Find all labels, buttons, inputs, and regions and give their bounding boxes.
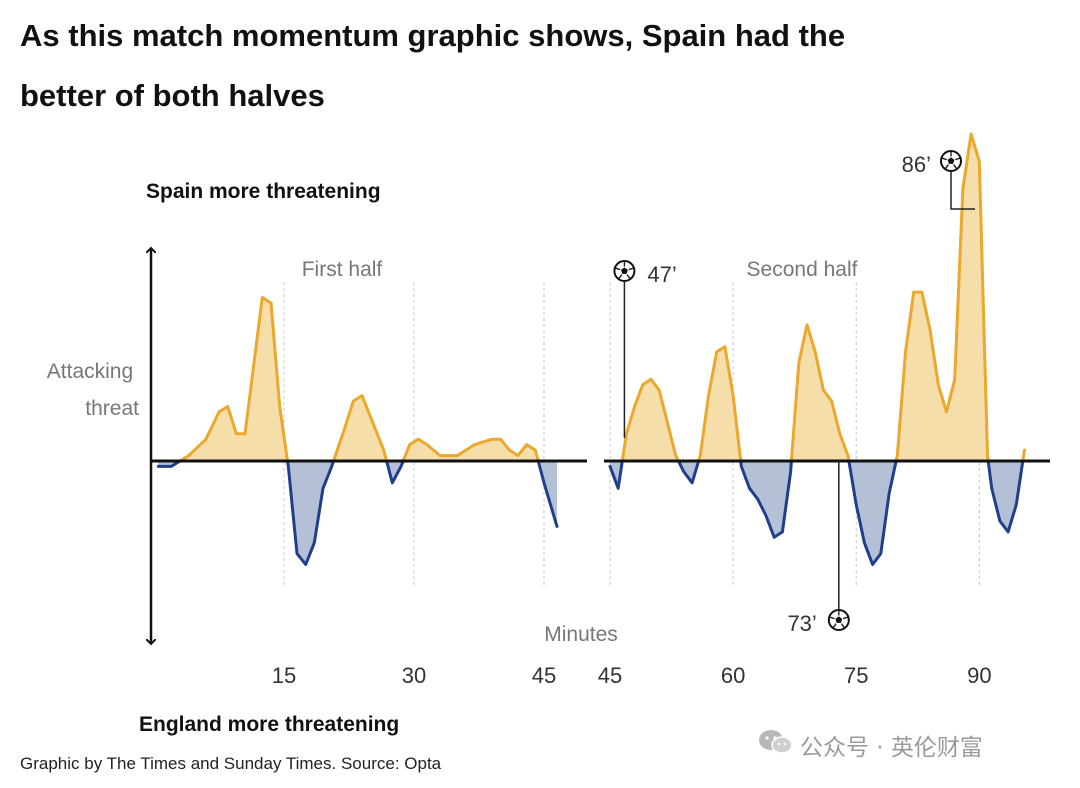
x-tick-label: 75 <box>844 663 868 688</box>
watermark: 公众号 · 英伦财富 <box>758 728 983 762</box>
spain-momentum-line <box>789 323 851 463</box>
chart-title: As this match momentum graphic shows, Sp… <box>20 18 846 113</box>
momentum-areas <box>156 132 1026 566</box>
goal-markers: 47’ 73’ 86’ <box>613 150 975 636</box>
spain-momentum-line <box>894 132 990 463</box>
spain-label: Spain more threatening <box>146 180 381 203</box>
spain-momentum-line <box>697 345 743 463</box>
goal-minute-label: 86’ <box>902 152 931 177</box>
goal-minute-label: 73’ <box>787 611 816 636</box>
england-momentum-line <box>986 459 1025 534</box>
england-momentum-area <box>740 461 792 538</box>
spain-momentum-line <box>401 437 540 463</box>
spain-momentum-line <box>178 296 289 463</box>
y-axis-label: Attacking threat <box>47 360 139 420</box>
england-momentum-area <box>988 461 1023 532</box>
x-tick-label: 45 <box>598 663 622 688</box>
england-label: England more threatening <box>139 713 399 736</box>
spain-momentum-area <box>333 395 387 461</box>
england-momentum-area <box>386 461 404 483</box>
y-axis-label-line-2: threat <box>85 397 139 420</box>
spain-momentum-area <box>622 379 679 461</box>
y-axis-label-line-1: Attacking <box>47 360 133 383</box>
football-icon <box>613 260 636 282</box>
football-icon <box>827 609 850 631</box>
england-momentum-line <box>286 459 335 566</box>
england-momentum-line <box>739 459 793 539</box>
watermark-text: 公众号 · 英伦财富 <box>800 735 983 761</box>
first-half-label: First half <box>302 258 383 281</box>
england-momentum-line <box>156 459 182 468</box>
source-note: Graphic by The Times and Sunday Times. S… <box>20 754 442 773</box>
spain-momentum-line <box>1021 448 1026 463</box>
x-tick-label: 15 <box>272 663 296 688</box>
x-tick-label: 30 <box>402 663 426 688</box>
spain-momentum-line <box>332 394 389 463</box>
second-half-label: Second half <box>747 258 858 281</box>
goal-minute-label: 47’ <box>647 262 676 287</box>
england-momentum-line <box>536 459 559 528</box>
x-tick-label: 90 <box>967 663 991 688</box>
spain-momentum-area <box>180 297 288 461</box>
england-momentum-line <box>847 459 898 566</box>
england-momentum-area <box>848 461 897 565</box>
x-tick-label: 45 <box>532 663 556 688</box>
spain-momentum-area <box>698 346 741 461</box>
england-momentum-line <box>385 459 405 485</box>
england-momentum-line <box>608 459 624 490</box>
x-tick-label: 60 <box>721 663 745 688</box>
spain-momentum-area <box>896 134 989 461</box>
x-tick-labels: 15 30 45 45 60 75 90 <box>272 663 992 688</box>
x-axis-label: Minutes <box>544 623 618 646</box>
spain-momentum-area <box>791 324 849 461</box>
football-icon <box>940 150 962 172</box>
wechat-icon <box>758 728 794 762</box>
england-momentum-line <box>676 459 701 485</box>
spain-momentum-line <box>620 377 680 463</box>
goal-leader-line <box>950 172 975 210</box>
